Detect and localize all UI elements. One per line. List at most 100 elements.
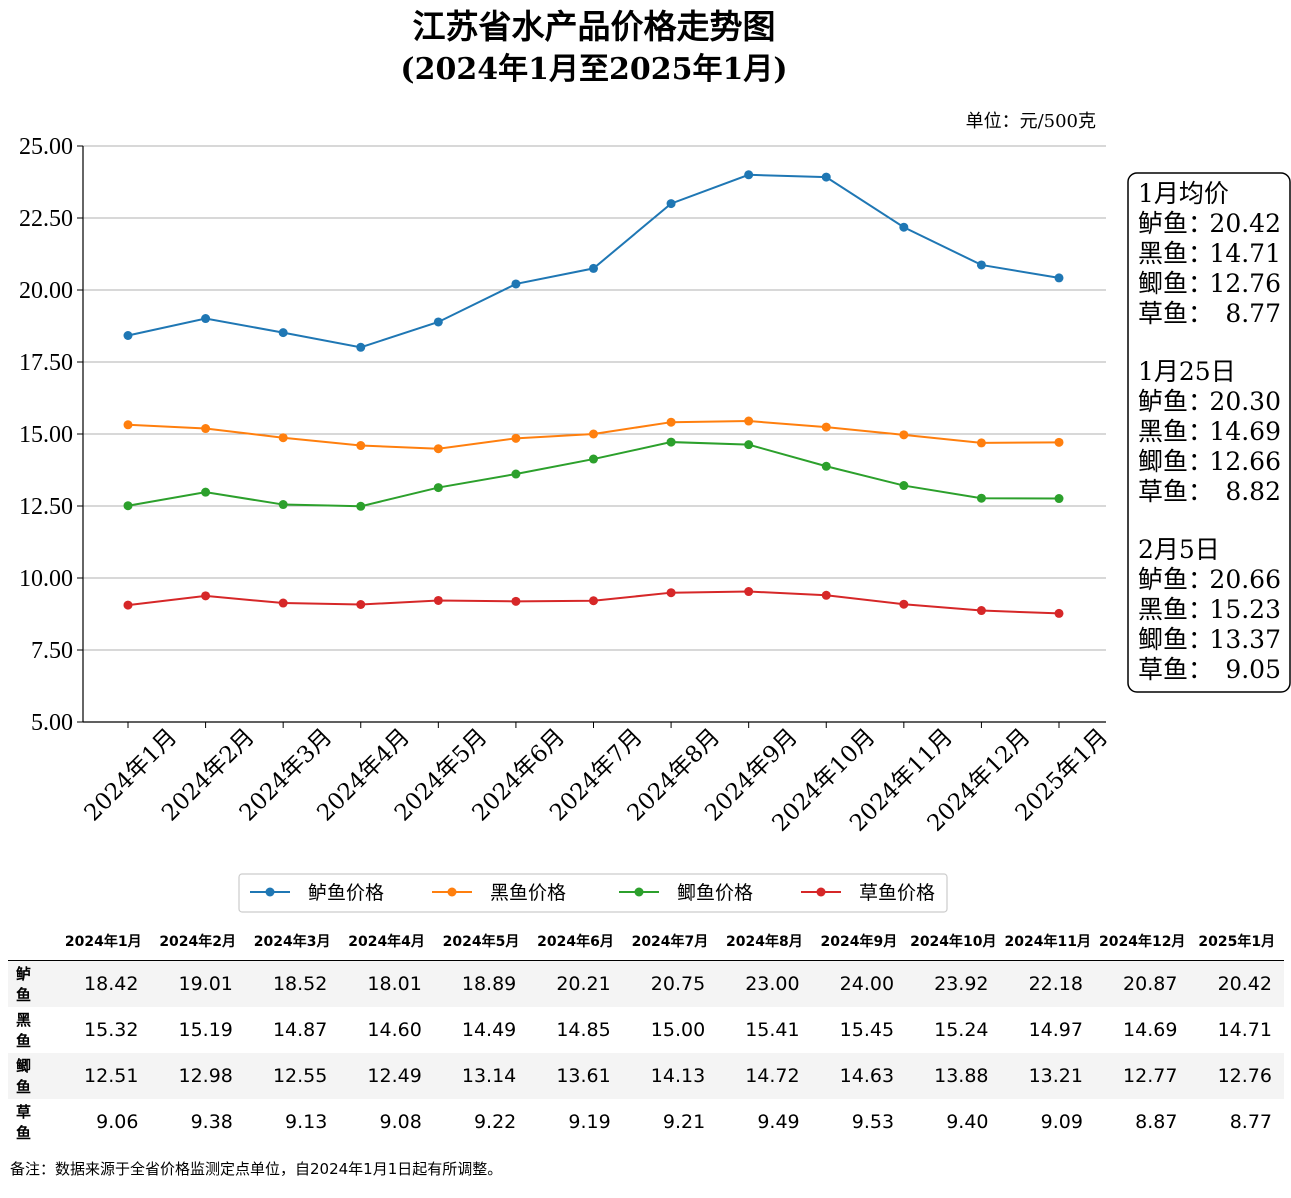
table-cell: 18.01: [367, 973, 422, 995]
data-point: [511, 596, 521, 606]
series-line: [127, 441, 1060, 508]
y-tick-label: 5.00: [31, 710, 73, 736]
data-point: [278, 598, 288, 608]
data-point: [511, 469, 521, 479]
table-column-header: 2024年4月: [339, 922, 434, 961]
data-point: [589, 596, 598, 606]
table-cell: 23.92: [934, 973, 989, 995]
table-cell: 12.98: [178, 1065, 233, 1087]
table-row-header: 鲈鱼: [16, 965, 32, 1004]
y-tick-label: 12.50: [19, 494, 73, 520]
data-point: [666, 437, 676, 447]
summary-fish-price: 14.71: [1209, 239, 1281, 268]
table-cell: 12.49: [367, 1065, 422, 1087]
data-point: [123, 501, 133, 511]
data-point: [899, 430, 909, 440]
table-cell: 9.21: [662, 1111, 706, 1133]
table-cell: 9.22: [473, 1111, 517, 1133]
data-point: [744, 416, 754, 426]
data-point: [976, 606, 986, 616]
table-column-header: 2024年9月: [811, 922, 907, 961]
table-cell: 13.14: [461, 1065, 517, 1087]
table-cell: 13.21: [1028, 1065, 1083, 1087]
data-point: [356, 501, 366, 511]
summary-fish-label: 鲫鱼：: [1138, 447, 1213, 476]
table-column-header: 2024年10月: [906, 922, 1001, 961]
chart-subtitle: (2024年1月至2025年1月): [400, 52, 787, 87]
y-tick-label: 25.00: [19, 134, 73, 160]
table-cell: 12.76: [1217, 1065, 1272, 1087]
summary-fish-price: 20.30: [1209, 387, 1281, 416]
summary-fish-price: 8.82: [1225, 477, 1281, 506]
table-cell: 13.88: [934, 1065, 989, 1087]
summary-heading: 2月5日: [1138, 535, 1220, 564]
line-chart: 江苏省水产品价格走势图 (2024年1月至2025年1月) 单位：元/500克 …: [19, 7, 1291, 913]
table-cell: 14.63: [839, 1065, 895, 1087]
series-line: [127, 173, 1060, 349]
table-cell: 8.77: [1229, 1111, 1272, 1133]
data-point: [821, 172, 831, 182]
summary-fish-price: 9.05: [1225, 655, 1281, 684]
data-point: [744, 440, 754, 450]
data-point: [1054, 608, 1064, 618]
data-point: [433, 483, 443, 493]
summary-fish-label: 鲫鱼：: [1138, 269, 1213, 298]
summary-heading: 1月25日: [1138, 357, 1236, 386]
legend-swatch-marker: [447, 887, 457, 897]
summary-fish-price: 15.23: [1209, 595, 1281, 624]
table-column-header: 2024年7月: [622, 922, 718, 961]
table-cell: 9.19: [568, 1111, 611, 1133]
table-column-header: 2024年6月: [528, 922, 623, 961]
summary-fish-label: 草鱼：: [1138, 299, 1213, 328]
data-point: [744, 587, 754, 597]
legend-swatch-marker: [816, 887, 826, 897]
data-point: [356, 441, 366, 451]
table-cell: 12.55: [272, 1065, 328, 1087]
data-point: [433, 444, 443, 454]
table-cell: 20.87: [1123, 973, 1178, 995]
y-tick-label: 17.50: [19, 350, 73, 376]
table-cell: 12.51: [84, 1065, 139, 1087]
table-column-header: 2024年12月: [1094, 922, 1190, 961]
table-row-header: 黑鱼: [16, 1011, 32, 1050]
y-tick-label: 15.00: [19, 422, 73, 448]
table-cell: 9.53: [851, 1111, 895, 1133]
table-column-header: 2024年11月: [1000, 922, 1095, 961]
data-point: [821, 461, 831, 471]
legend-swatch-marker: [634, 887, 644, 897]
y-tick-label: 7.50: [31, 638, 73, 664]
summary-fish-label: 鲈鱼：: [1138, 387, 1213, 416]
table-cell: 20.21: [556, 973, 611, 995]
data-point: [666, 199, 676, 209]
legend-entry-label: 草鱼价格: [859, 882, 935, 904]
table-cell: 14.72: [745, 1065, 800, 1087]
table-cell: 9.49: [757, 1111, 800, 1133]
table-row-header: 鲫鱼: [16, 1057, 32, 1096]
table-cell: 20.75: [650, 973, 706, 995]
data-point: [666, 588, 676, 598]
series-lines: [123, 170, 1064, 618]
y-tick-label: 10.00: [19, 566, 73, 592]
data-point: [899, 222, 909, 232]
summary-heading: 1月均价: [1138, 179, 1229, 208]
table-row: 鲈鱼 18.42 19.01 18.52 18.01 18.89 20.21 20.75 23.…: [8, 960, 1284, 1007]
legend-swatch-marker: [265, 887, 275, 897]
data-point: [123, 600, 133, 610]
data-point: [976, 493, 986, 503]
summary-fish-price: 20.66: [1209, 565, 1281, 594]
table-cell: 14.49: [461, 1019, 517, 1041]
table-cell: 14.87: [272, 1019, 328, 1041]
table-cell: 18.89: [461, 973, 517, 995]
axes: 5.00 7.50 10.00 12.50 15.00 17.50 20.00 22.50 25…: [19, 134, 1113, 837]
table-row-header: 草鱼: [16, 1103, 32, 1142]
table-cell: 15.00: [650, 1019, 706, 1041]
data-point: [278, 328, 288, 338]
table-cell: 9.09: [1040, 1111, 1083, 1133]
data-point: [123, 420, 133, 430]
data-point: [821, 590, 831, 600]
table-row: 草鱼 9.06 9.38 9.13 9.08 9.22 9.19 9.21 9.49 9.53 9.…: [8, 1099, 1284, 1145]
table-cell: 24.00: [839, 973, 895, 995]
table-column-header: 2024年1月: [56, 922, 151, 961]
summary-fish-label: 鲈鱼：: [1138, 565, 1213, 594]
